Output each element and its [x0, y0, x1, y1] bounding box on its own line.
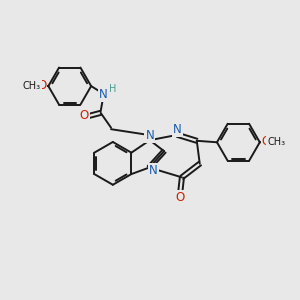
- Text: O: O: [80, 109, 88, 122]
- Text: CH₃: CH₃: [23, 80, 41, 91]
- Text: N: N: [146, 129, 154, 142]
- Text: N: N: [149, 164, 158, 177]
- Text: N: N: [99, 88, 108, 101]
- Text: CH₃: CH₃: [267, 137, 285, 147]
- Text: N: N: [173, 123, 182, 136]
- Text: O: O: [176, 191, 185, 204]
- Text: H: H: [110, 84, 117, 94]
- Text: O: O: [37, 79, 46, 92]
- Text: O: O: [262, 135, 271, 148]
